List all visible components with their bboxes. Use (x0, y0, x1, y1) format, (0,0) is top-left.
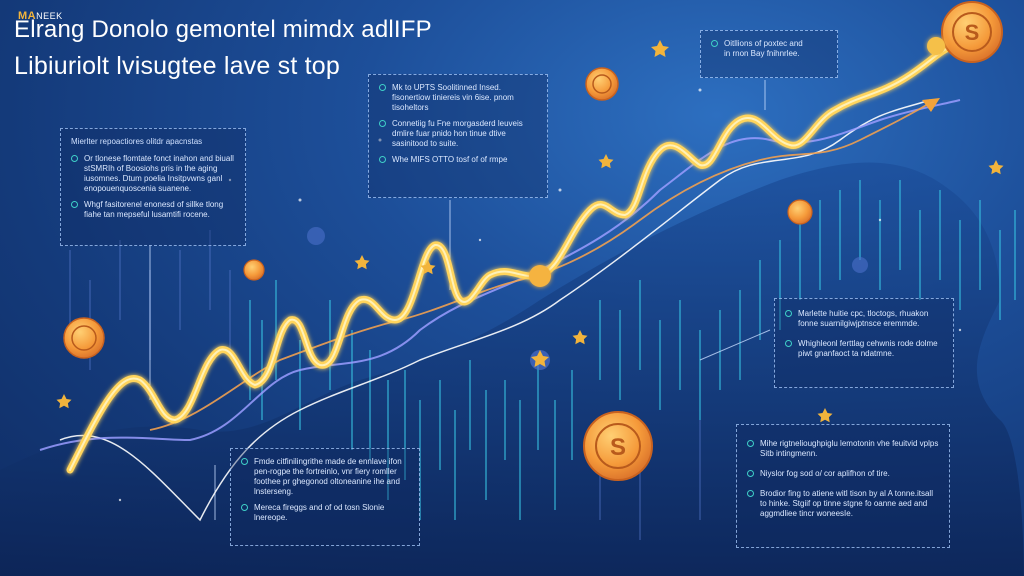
callout-text: Mereca fireggs and of od tosn Slonie lne… (254, 503, 385, 522)
coin-icon (63, 317, 105, 359)
callout-item: Whighleonl ferttlag cehwnis rode dolme p… (785, 339, 943, 359)
background-hill (0, 162, 1024, 576)
white-trend-line (59, 99, 931, 522)
brand-logo: MANEEK (18, 10, 63, 22)
bullet-icon (747, 470, 754, 477)
brand-main: MA (18, 10, 37, 22)
bullet-icon (241, 458, 248, 465)
bullet-icon (747, 440, 754, 447)
bullet-icon (71, 155, 78, 162)
brand-sub: NEEK (36, 11, 63, 21)
callout-text: Whgf fasitorenel enonesd of sillke tlong… (84, 200, 224, 219)
bullet-icon (379, 84, 386, 91)
callout-heading: Mierlter repoactiores olitdr apacnstas (71, 137, 203, 146)
bullet-icon (379, 156, 386, 163)
arrow-head-icon (922, 98, 940, 112)
callout-text: Connetiig fu Fne morgasderd leuveis dmli… (392, 119, 523, 148)
callout-item: Oitllions of poxtec and in rnon Bay fnihn… (711, 39, 827, 59)
callout-item: Fmde citfinilingrithe made de ennlave if… (241, 457, 409, 497)
bullet-icon (785, 340, 792, 347)
callout-item: Or tlonese flomtate fonct inahon and biu… (71, 154, 235, 194)
svg-text:S: S (965, 20, 980, 45)
callout-item: Mihe rigtnelioughpiglu lemotonin vhe feu… (747, 439, 939, 459)
star-icon (56, 40, 1004, 423)
bullet-icon (379, 120, 386, 127)
callout-bottom-center: Fmde citfinilingrithe made de ennlave if… (230, 448, 420, 546)
callout-item: Whgf fasitorenel enonesd of sillke tlong… (71, 200, 235, 220)
page-title-line-1: Elrang Donolo gemontel mimdx adlIFP (14, 16, 432, 43)
callout-top-right: Oitllions of poxtec and in rnon Bay fnihn… (700, 30, 838, 78)
main-growth-line-core (69, 44, 956, 471)
coin-icon (787, 199, 813, 225)
callout-text: Niyslor fog sod o/ cor aplifhon of tire. (760, 469, 890, 478)
bullet-icon (241, 504, 248, 511)
callout-text: Marlette huitie cpc, tloctogs, rhuakon f… (798, 309, 929, 328)
callout-item: Connetiig fu Fne morgasderd leuveis dmli… (379, 119, 537, 149)
callout-text: Oitllions of poxtec and in rnon Bay fnihn… (724, 39, 803, 58)
callout-left: Mierlter repoactiores olitdr apacnstas O… (60, 128, 246, 246)
bullet-icon (71, 201, 78, 208)
coin-icon (585, 67, 619, 101)
bullet-icon (711, 40, 718, 47)
coin-icon (852, 257, 868, 273)
svg-text:S: S (610, 434, 626, 461)
background-bars (249, 180, 1016, 520)
callout-right-middle: Marlette huitie cpc, tloctogs, rhuakon f… (774, 298, 954, 388)
coin-icon (529, 265, 551, 287)
callout-item: Mk to UPTS Soolitinned Insed. fisonertio… (379, 83, 537, 113)
bullet-icon (785, 310, 792, 317)
callout-item: Mereca fireggs and of od tosn Slonie lne… (241, 503, 409, 523)
page-title-line-2: Libiuriolt lvisugtee lave st top (14, 52, 341, 80)
orange-thin-trend-line (149, 99, 936, 431)
callout-center-top: Mk to UPTS Soolitinned Insed. fisonertio… (368, 74, 548, 198)
coin-icon: S (583, 411, 653, 481)
callout-item: Marlette huitie cpc, tloctogs, rhuakon f… (785, 309, 943, 329)
callout-text: Brodior fing to atiene witl tison by al … (760, 489, 933, 518)
callout-text: Mihe rigtnelioughpiglu lemotonin vhe feu… (760, 439, 939, 458)
callout-item: Niyslor fog sod o/ cor aplifhon of tire. (747, 469, 939, 479)
callout-text: Whighleonl ferttlag cehwnis rode dolme p… (798, 339, 938, 358)
bullet-icon (747, 490, 754, 497)
callout-text: Or tlonese flomtate fonct inahon and biu… (84, 154, 234, 193)
sparkle-icon (118, 88, 962, 502)
callout-text: Fmde citfinilingrithe made de ennlave if… (254, 457, 402, 496)
coin-icon: S (941, 1, 1003, 63)
coin-icon (243, 259, 265, 281)
callout-text: Mk to UPTS Soolitinned Insed. fisonertio… (392, 83, 514, 112)
callout-item: Whe MIFS OTTO tosf of of rmpe (379, 155, 537, 165)
coin-icon (307, 227, 325, 245)
callout-text: Whe MIFS OTTO tosf of of rmpe (392, 155, 508, 164)
callout-bottom-right: Mihe rigtnelioughpiglu lemotonin vhe feu… (736, 424, 950, 548)
callout-item: Brodior fing to atiene witl tison by al … (747, 489, 939, 519)
coin-icon (927, 37, 945, 55)
